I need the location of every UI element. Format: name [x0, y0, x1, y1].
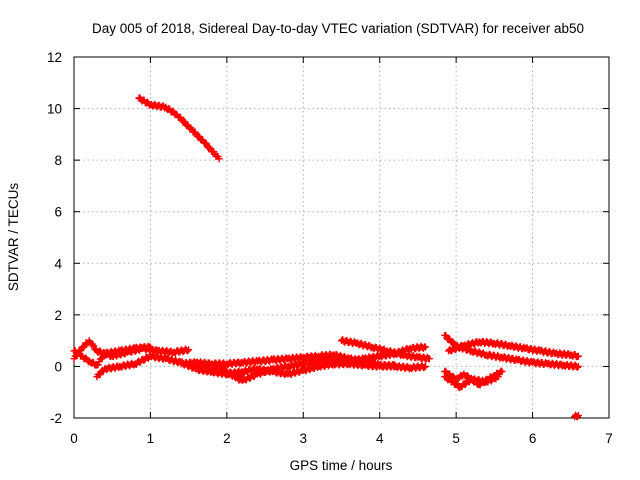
x-tick-label: 3 [300, 431, 308, 446]
data-point [494, 373, 502, 381]
data-point [180, 117, 188, 125]
data-point [205, 143, 213, 151]
x-tick-label: 5 [452, 431, 460, 446]
y-tick-label: 4 [54, 256, 62, 271]
y-tick-label: 0 [54, 359, 62, 374]
y-tick-label: 8 [54, 153, 62, 168]
data-point [98, 354, 106, 362]
data-point [146, 343, 154, 351]
grid [74, 57, 609, 418]
data-point [425, 355, 433, 363]
x-tick-labels: 0 1 2 3 4 5 6 7 [70, 431, 613, 446]
data-point [449, 338, 457, 346]
y-tick-label: 6 [54, 205, 62, 220]
y-tick-label: 10 [47, 102, 62, 117]
x-tick-label: 7 [605, 431, 613, 446]
x-tick-label: 1 [147, 431, 155, 446]
data-point [574, 362, 582, 370]
x-tick-label: 4 [376, 431, 384, 446]
x-axis-label: GPS time / hours [290, 458, 393, 473]
y-tick-label: 12 [47, 50, 62, 65]
y-tick-label: 2 [54, 308, 62, 323]
data-point [422, 362, 430, 370]
data-point [461, 381, 469, 389]
data-point [573, 413, 581, 421]
data-point [454, 375, 462, 383]
axis-ticks [73, 56, 610, 419]
data-marks [70, 94, 582, 421]
chart-title: Day 005 of 2018, Sidereal Day-to-day VTE… [92, 21, 584, 36]
data-point [90, 342, 98, 350]
data-point [573, 363, 581, 371]
data-point [574, 411, 582, 419]
data-point [185, 346, 193, 354]
x-tick-label: 0 [70, 431, 78, 446]
data-point [422, 343, 430, 351]
data-point [420, 363, 428, 371]
data-point [97, 355, 105, 363]
data-point [215, 155, 223, 163]
data-point [391, 361, 399, 369]
y-tick-labels: -2 0 2 4 6 8 10 12 [47, 50, 63, 426]
data-point [574, 352, 582, 360]
plot-frame [73, 56, 610, 419]
y-tick-label: -2 [50, 411, 62, 426]
y-axis-label: SDTVAR / TECUs [6, 183, 21, 292]
data-point [184, 347, 192, 355]
x-tick-label: 2 [223, 431, 231, 446]
x-tick-label: 6 [529, 431, 537, 446]
data-point [498, 368, 506, 376]
